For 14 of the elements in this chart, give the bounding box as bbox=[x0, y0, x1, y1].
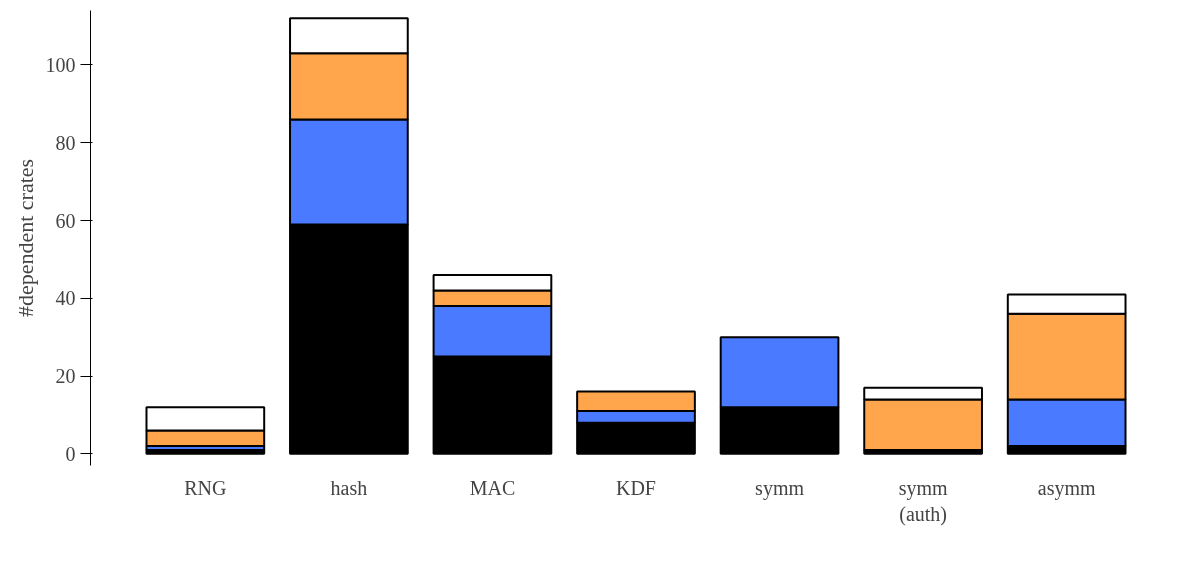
y-tick-label: 60 bbox=[55, 209, 76, 232]
x-tick-label: symm (auth) bbox=[898, 476, 948, 526]
x-tick-label: KDF bbox=[616, 476, 657, 499]
y-tick-label: 40 bbox=[55, 287, 76, 310]
y-tick-label: 80 bbox=[55, 131, 76, 154]
y-axis-title: #dependent crates bbox=[12, 158, 38, 318]
y-tick-label: 0 bbox=[65, 442, 76, 465]
x-tick-label: MAC bbox=[469, 476, 516, 499]
x-tick-label: RNG bbox=[184, 476, 227, 499]
y-tick-label: 20 bbox=[55, 365, 76, 388]
x-tick-label: symm bbox=[755, 476, 805, 500]
x-tick-label: hash bbox=[330, 476, 368, 499]
x-tick-label: asymm bbox=[1037, 476, 1096, 500]
y-tick-label: 100 bbox=[45, 53, 76, 76]
